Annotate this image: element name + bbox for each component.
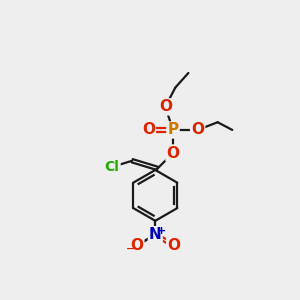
Text: O: O — [142, 122, 155, 137]
Text: O: O — [167, 238, 180, 253]
Text: O: O — [159, 99, 172, 114]
Text: O: O — [191, 122, 204, 137]
Text: O: O — [167, 146, 179, 160]
Text: +: + — [157, 226, 166, 236]
Text: Cl: Cl — [105, 160, 120, 174]
Text: −: − — [126, 244, 135, 254]
Text: O: O — [130, 238, 143, 253]
Text: N: N — [149, 227, 162, 242]
Text: P: P — [167, 122, 178, 137]
